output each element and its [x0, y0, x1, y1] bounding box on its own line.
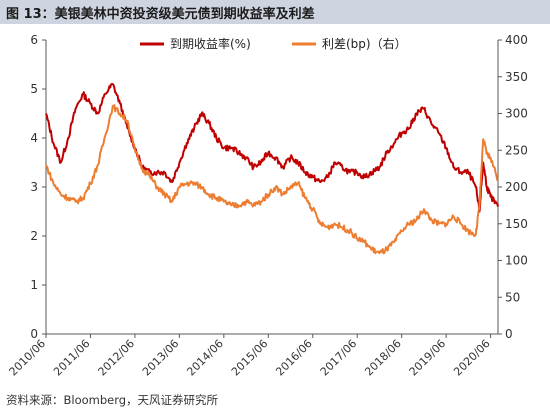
x-tick-label: 2016/06 [273, 337, 315, 379]
figure-title: 图 13：美银美林中资投资级美元债到期收益率及利差 [6, 6, 315, 22]
y-left-tick-label: 0 [30, 327, 38, 341]
source-note: 资料来源：Bloomberg，天风证券研究所 [6, 393, 219, 407]
y-right-tick-label: 250 [505, 143, 528, 157]
y-left-tick-label: 2 [30, 229, 38, 243]
x-tick-label: 2018/06 [362, 337, 404, 379]
y-left-tick-label: 1 [30, 278, 38, 292]
x-tick-label: 2012/06 [96, 337, 138, 379]
y-right-tick-label: 400 [505, 33, 528, 47]
y-right-tick-label: 350 [505, 70, 528, 84]
y-left-tick-label: 4 [30, 131, 38, 145]
y-right-tick-label: 300 [505, 107, 528, 121]
x-tick-label: 2020/06 [451, 337, 493, 379]
x-tick-label: 2010/06 [7, 337, 49, 379]
chart-area: 0 1 2 3 4 5 6 0 50 100 150 200 250 300 350 400 2010/06 20… [0, 26, 550, 386]
series-line-spread [45, 104, 499, 255]
y-right-tick-label: 200 [505, 180, 528, 194]
x-tick-label: 2013/06 [140, 337, 182, 379]
y-right-tick-label: 150 [505, 217, 528, 231]
figure-title-bar: 图 13：美银美林中资投资级美元债到期收益率及利差 [0, 0, 550, 24]
x-tick-label: 2017/06 [318, 337, 360, 379]
x-tick-label: 2011/06 [51, 337, 93, 379]
y-left-tick-label: 3 [30, 180, 38, 194]
y-left-tick-label: 5 [30, 82, 38, 96]
x-tick-label: 2019/06 [407, 337, 449, 379]
x-tick-label: 2015/06 [229, 337, 271, 379]
y-right-tick-label: 50 [505, 290, 520, 304]
legend-label-spread: 利差(bp)（右） [322, 36, 407, 51]
y-right-tick-label: 100 [505, 254, 528, 268]
x-tick-label: 2014/06 [184, 337, 226, 379]
y-left-tick-label: 6 [30, 33, 38, 47]
y-right-tick-label: 0 [505, 327, 513, 341]
legend-label-yield: 到期收益率(%) [170, 36, 251, 51]
